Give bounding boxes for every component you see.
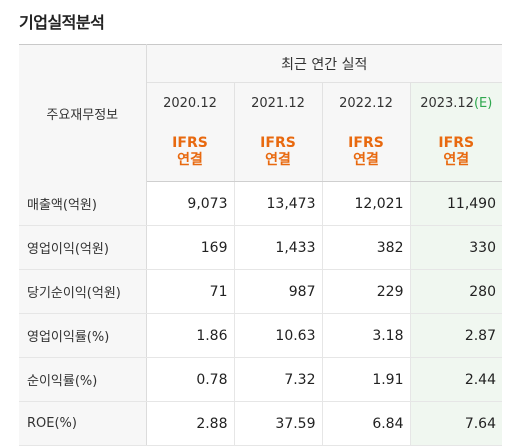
table-cell-estimate: 2.87 <box>410 313 502 358</box>
table-cell: 12,021 <box>322 181 411 226</box>
annual-results-header: 최근 연간 실적 <box>146 44 502 83</box>
table-cell-estimate: 11,490 <box>410 181 502 226</box>
row-roe: ROE(%) 2.88 37.59 6.84 7.64 <box>19 401 502 446</box>
accounting-standard-2022: IFRS 연결 <box>322 123 411 182</box>
consolidated-label: 연결 <box>177 152 203 168</box>
table-cell: 6.84 <box>322 401 411 446</box>
ifrs-label: IFRS <box>348 135 384 151</box>
row-operating-margin: 영업이익률(%) 1.86 10.63 3.18 2.87 <box>19 313 502 358</box>
row-net-income: 당기순이익(억원) 71 987 229 280 <box>19 269 502 314</box>
table-cell: 987 <box>234 269 323 314</box>
year-header-2022: 2022.12 <box>322 82 411 123</box>
table-cell-estimate: 280 <box>410 269 502 314</box>
table-cell: 7.32 <box>234 357 323 402</box>
table-cell: 1.86 <box>146 313 235 358</box>
row-label-net-income: 당기순이익(억원) <box>19 269 147 314</box>
section-title: 기업실적분석 <box>19 13 105 32</box>
row-operating-profit: 영업이익(억원) 169 1,433 382 330 <box>19 225 502 270</box>
year-header-2020: 2020.12 <box>146 82 235 123</box>
row-label-operating-margin: 영업이익률(%) <box>19 313 147 358</box>
ifrs-label: IFRS <box>260 135 296 151</box>
table-cell: 3.18 <box>322 313 411 358</box>
year-header-2021: 2021.12 <box>234 82 323 123</box>
table-cell-estimate: 330 <box>410 225 502 270</box>
consolidated-label: 연결 <box>443 152 470 168</box>
table-cell: 9,073 <box>146 181 235 226</box>
row-revenue: 매출액(억원) 9,073 13,473 12,021 11,490 <box>19 181 502 226</box>
row-net-margin: 순이익률(%) 0.78 7.32 1.91 2.44 <box>19 357 502 402</box>
estimate-mark: (E) <box>473 95 493 111</box>
row-label-revenue: 매출액(억원) <box>19 181 147 226</box>
table-cell-estimate: 2.44 <box>410 357 502 402</box>
table-cell: 1.91 <box>322 357 411 402</box>
year-label: 2022.12 <box>339 95 393 111</box>
consolidated-label: 연결 <box>265 152 291 168</box>
year-label: 2021.12 <box>251 95 305 111</box>
accounting-standard-2020: IFRS 연결 <box>146 123 235 182</box>
year-label: 2023.12 <box>420 95 474 111</box>
table-cell: 0.78 <box>146 357 235 402</box>
table-cell: 1,433 <box>234 225 323 270</box>
row-label-operating-profit: 영업이익(억원) <box>19 225 147 270</box>
table-cell: 10.63 <box>234 313 323 358</box>
accounting-standard-2023: IFRS 연결 <box>410 123 502 182</box>
year-header-2023-estimate: 2023.12(E) <box>410 82 502 123</box>
accounting-standard-2021: IFRS 연결 <box>234 123 323 182</box>
table-cell: 229 <box>322 269 411 314</box>
consolidated-label: 연결 <box>353 152 379 168</box>
row-header-label: 주요재무정보 <box>19 44 147 182</box>
ifrs-label: IFRS <box>172 135 208 151</box>
table-cell: 37.59 <box>234 401 323 446</box>
table-cell: 2.88 <box>146 401 235 446</box>
row-label-roe: ROE(%) <box>19 401 147 446</box>
table-cell: 13,473 <box>234 181 323 226</box>
table-cell: 382 <box>322 225 411 270</box>
table-cell: 169 <box>146 225 235 270</box>
year-label: 2020.12 <box>163 95 217 111</box>
table-cell-estimate: 7.64 <box>410 401 502 446</box>
financial-summary-table: 주요재무정보 최근 연간 실적 2020.12 2021.12 2022.12 … <box>19 44 502 446</box>
table-cell: 71 <box>146 269 235 314</box>
row-label-net-margin: 순이익률(%) <box>19 357 147 402</box>
ifrs-label: IFRS <box>438 135 475 151</box>
